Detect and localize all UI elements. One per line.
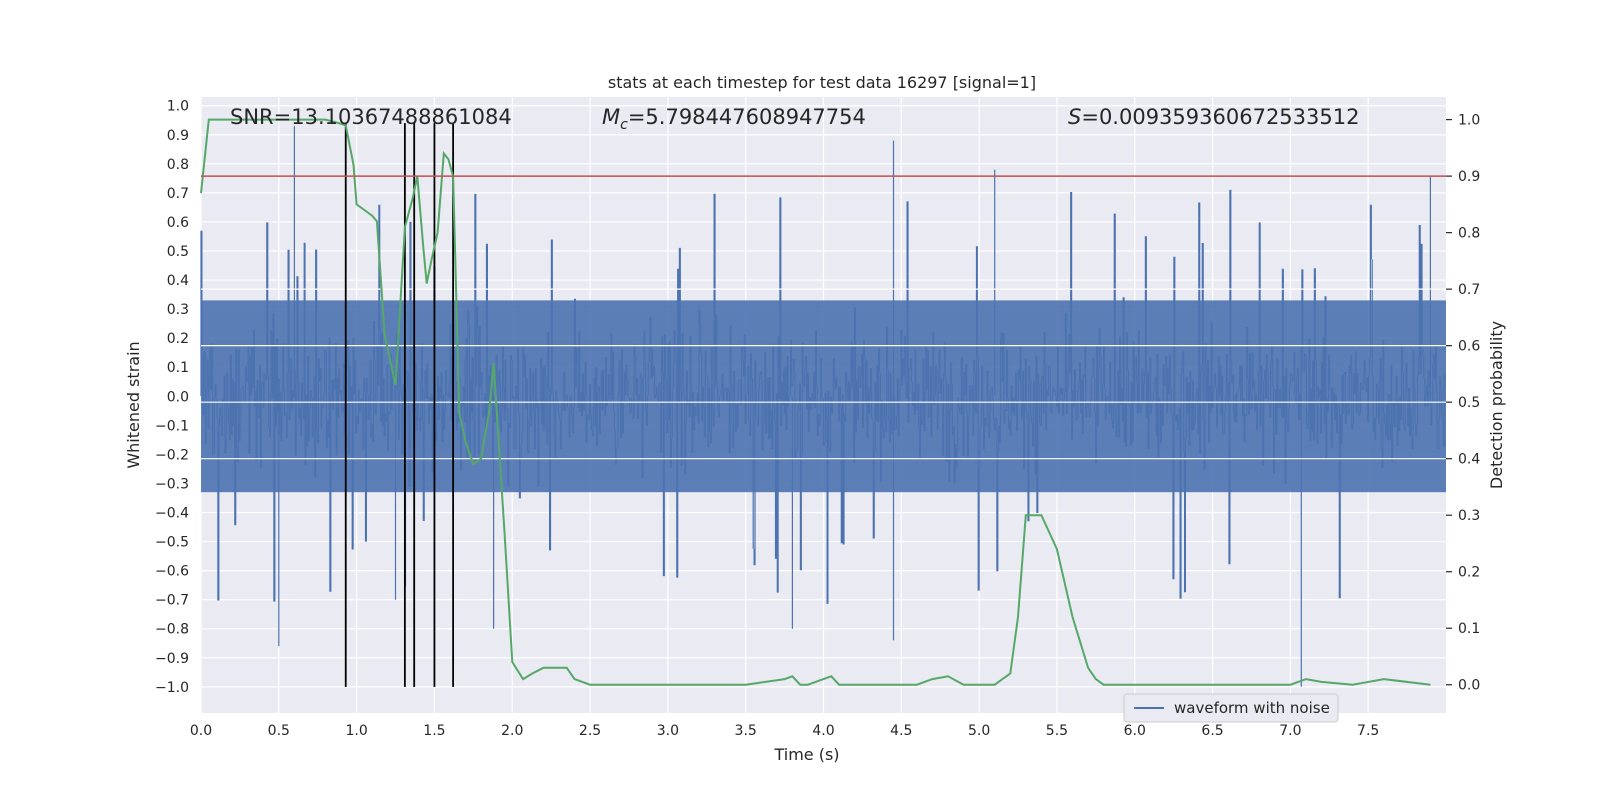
left-y-tick-label: −0.7 <box>155 593 189 609</box>
x-tick-label: 2.0 <box>501 723 523 739</box>
chart-title: stats at each timestep for test data 162… <box>608 73 1036 92</box>
detection-probability-line <box>200 118 1431 686</box>
left-y-tick-label: 0.5 <box>167 244 189 260</box>
chirp-mass-value: =5.798447608947754 <box>628 105 866 129</box>
x-tick-label: 0.5 <box>268 723 290 739</box>
x-tick-label: 4.5 <box>890 723 912 739</box>
waveform-dense-band <box>201 300 1446 493</box>
right-y-tick-label: 0.0 <box>1458 678 1480 694</box>
x-tick-label: 4.0 <box>812 723 834 739</box>
x-tick-label: 3.0 <box>657 723 679 739</box>
x-tick-label: 0.0 <box>190 723 212 739</box>
x-axis-ticks: 0.0 0.5 1.0 1.5 2.0 2.5 3.0 3.5 4.0 4.5 5.0 5.5 6.0 6… <box>190 723 1379 739</box>
chirp-mass-annotation: Mc=5.798447608947754 <box>602 105 866 133</box>
right-y-axis-label: Detection probability <box>1487 321 1506 489</box>
x-tick-label: 5.5 <box>1046 723 1068 739</box>
left-y-tick-label: 0.7 <box>167 186 189 202</box>
left-y-tick-label: 0.3 <box>167 302 189 318</box>
right-y-tick-label: 0.4 <box>1458 452 1480 468</box>
right-y-tick-label: 0.2 <box>1458 565 1480 581</box>
chirp-mass-subscript: c <box>620 117 628 133</box>
right-y-tick-label: 0.8 <box>1458 226 1480 242</box>
right-y-tick-label: 0.5 <box>1458 395 1480 411</box>
left-y-tick-label: −0.6 <box>155 564 189 580</box>
x-tick-label: 2.5 <box>579 723 601 739</box>
left-y-axis-ticks: 1.0 0.9 0.8 0.7 0.6 0.5 0.4 0.3 0.2 0.1 0.0 −0.1 −0.… <box>155 99 189 696</box>
x-axis-label: Time (s) <box>773 745 839 764</box>
x-tick-label: 6.0 <box>1124 723 1146 739</box>
x-tick-label: 3.5 <box>735 723 757 739</box>
x-tick-label: 5.0 <box>968 723 990 739</box>
chirp-mass-symbol: M <box>602 105 620 129</box>
left-y-tick-label: −0.4 <box>155 506 189 522</box>
left-y-tick-label: 0.1 <box>167 360 189 376</box>
left-y-axis-label: Whitened strain <box>124 341 143 468</box>
right-y-axis-ticks: 1.0 0.9 0.8 0.7 0.6 0.5 0.4 0.3 0.2 0.1 0.0 <box>1446 113 1480 694</box>
left-y-tick-label: −0.9 <box>155 651 189 667</box>
x-tick-label: 1.5 <box>423 723 445 739</box>
left-y-tick-label: −0.5 <box>155 535 189 551</box>
left-y-tick-label: 0.2 <box>167 331 189 347</box>
right-y-tick-label: 0.3 <box>1458 508 1480 524</box>
right-y-tick-label: 0.7 <box>1458 282 1480 298</box>
legend-box <box>1123 693 1339 723</box>
x-tick-label: 7.5 <box>1357 723 1379 739</box>
right-y-tick-label: 0.9 <box>1458 169 1480 185</box>
left-y-tick-label: −0.3 <box>155 476 189 492</box>
legend: waveform with noise <box>1123 693 1339 723</box>
x-tick-label: 1.0 <box>345 723 367 739</box>
left-y-tick-label: 0.6 <box>167 215 189 231</box>
left-y-tick-label: 1.0 <box>167 99 189 115</box>
snr-annotation: SNR=13.10367488861084 <box>230 105 512 129</box>
s-symbol: S <box>1068 105 1081 129</box>
right-y-tick-label: 1.0 <box>1458 113 1480 129</box>
s-value: =0.009359360672533512 <box>1081 105 1359 129</box>
left-y-tick-label: 0.9 <box>167 128 189 144</box>
left-y-tick-label: 0.8 <box>167 157 189 173</box>
left-y-tick-label: 0.4 <box>167 273 189 289</box>
left-y-tick-label: −0.8 <box>155 622 189 638</box>
x-tick-label: 7.0 <box>1279 723 1301 739</box>
left-y-tick-label: −1.0 <box>155 680 189 696</box>
left-y-tick-label: −0.1 <box>155 418 189 434</box>
s-annotation: S=0.009359360672533512 <box>1068 105 1359 129</box>
left-y-tick-label: 0.0 <box>167 389 189 405</box>
left-y-tick-label: −0.2 <box>155 447 189 463</box>
right-y-tick-label: 0.1 <box>1458 621 1480 637</box>
waveform-with-noise-series <box>200 126 1446 687</box>
right-y-tick-label: 0.6 <box>1458 339 1480 355</box>
legend-label-waveform: waveform with noise <box>1174 699 1330 717</box>
event-lines <box>344 123 455 687</box>
x-tick-label: 6.5 <box>1201 723 1223 739</box>
